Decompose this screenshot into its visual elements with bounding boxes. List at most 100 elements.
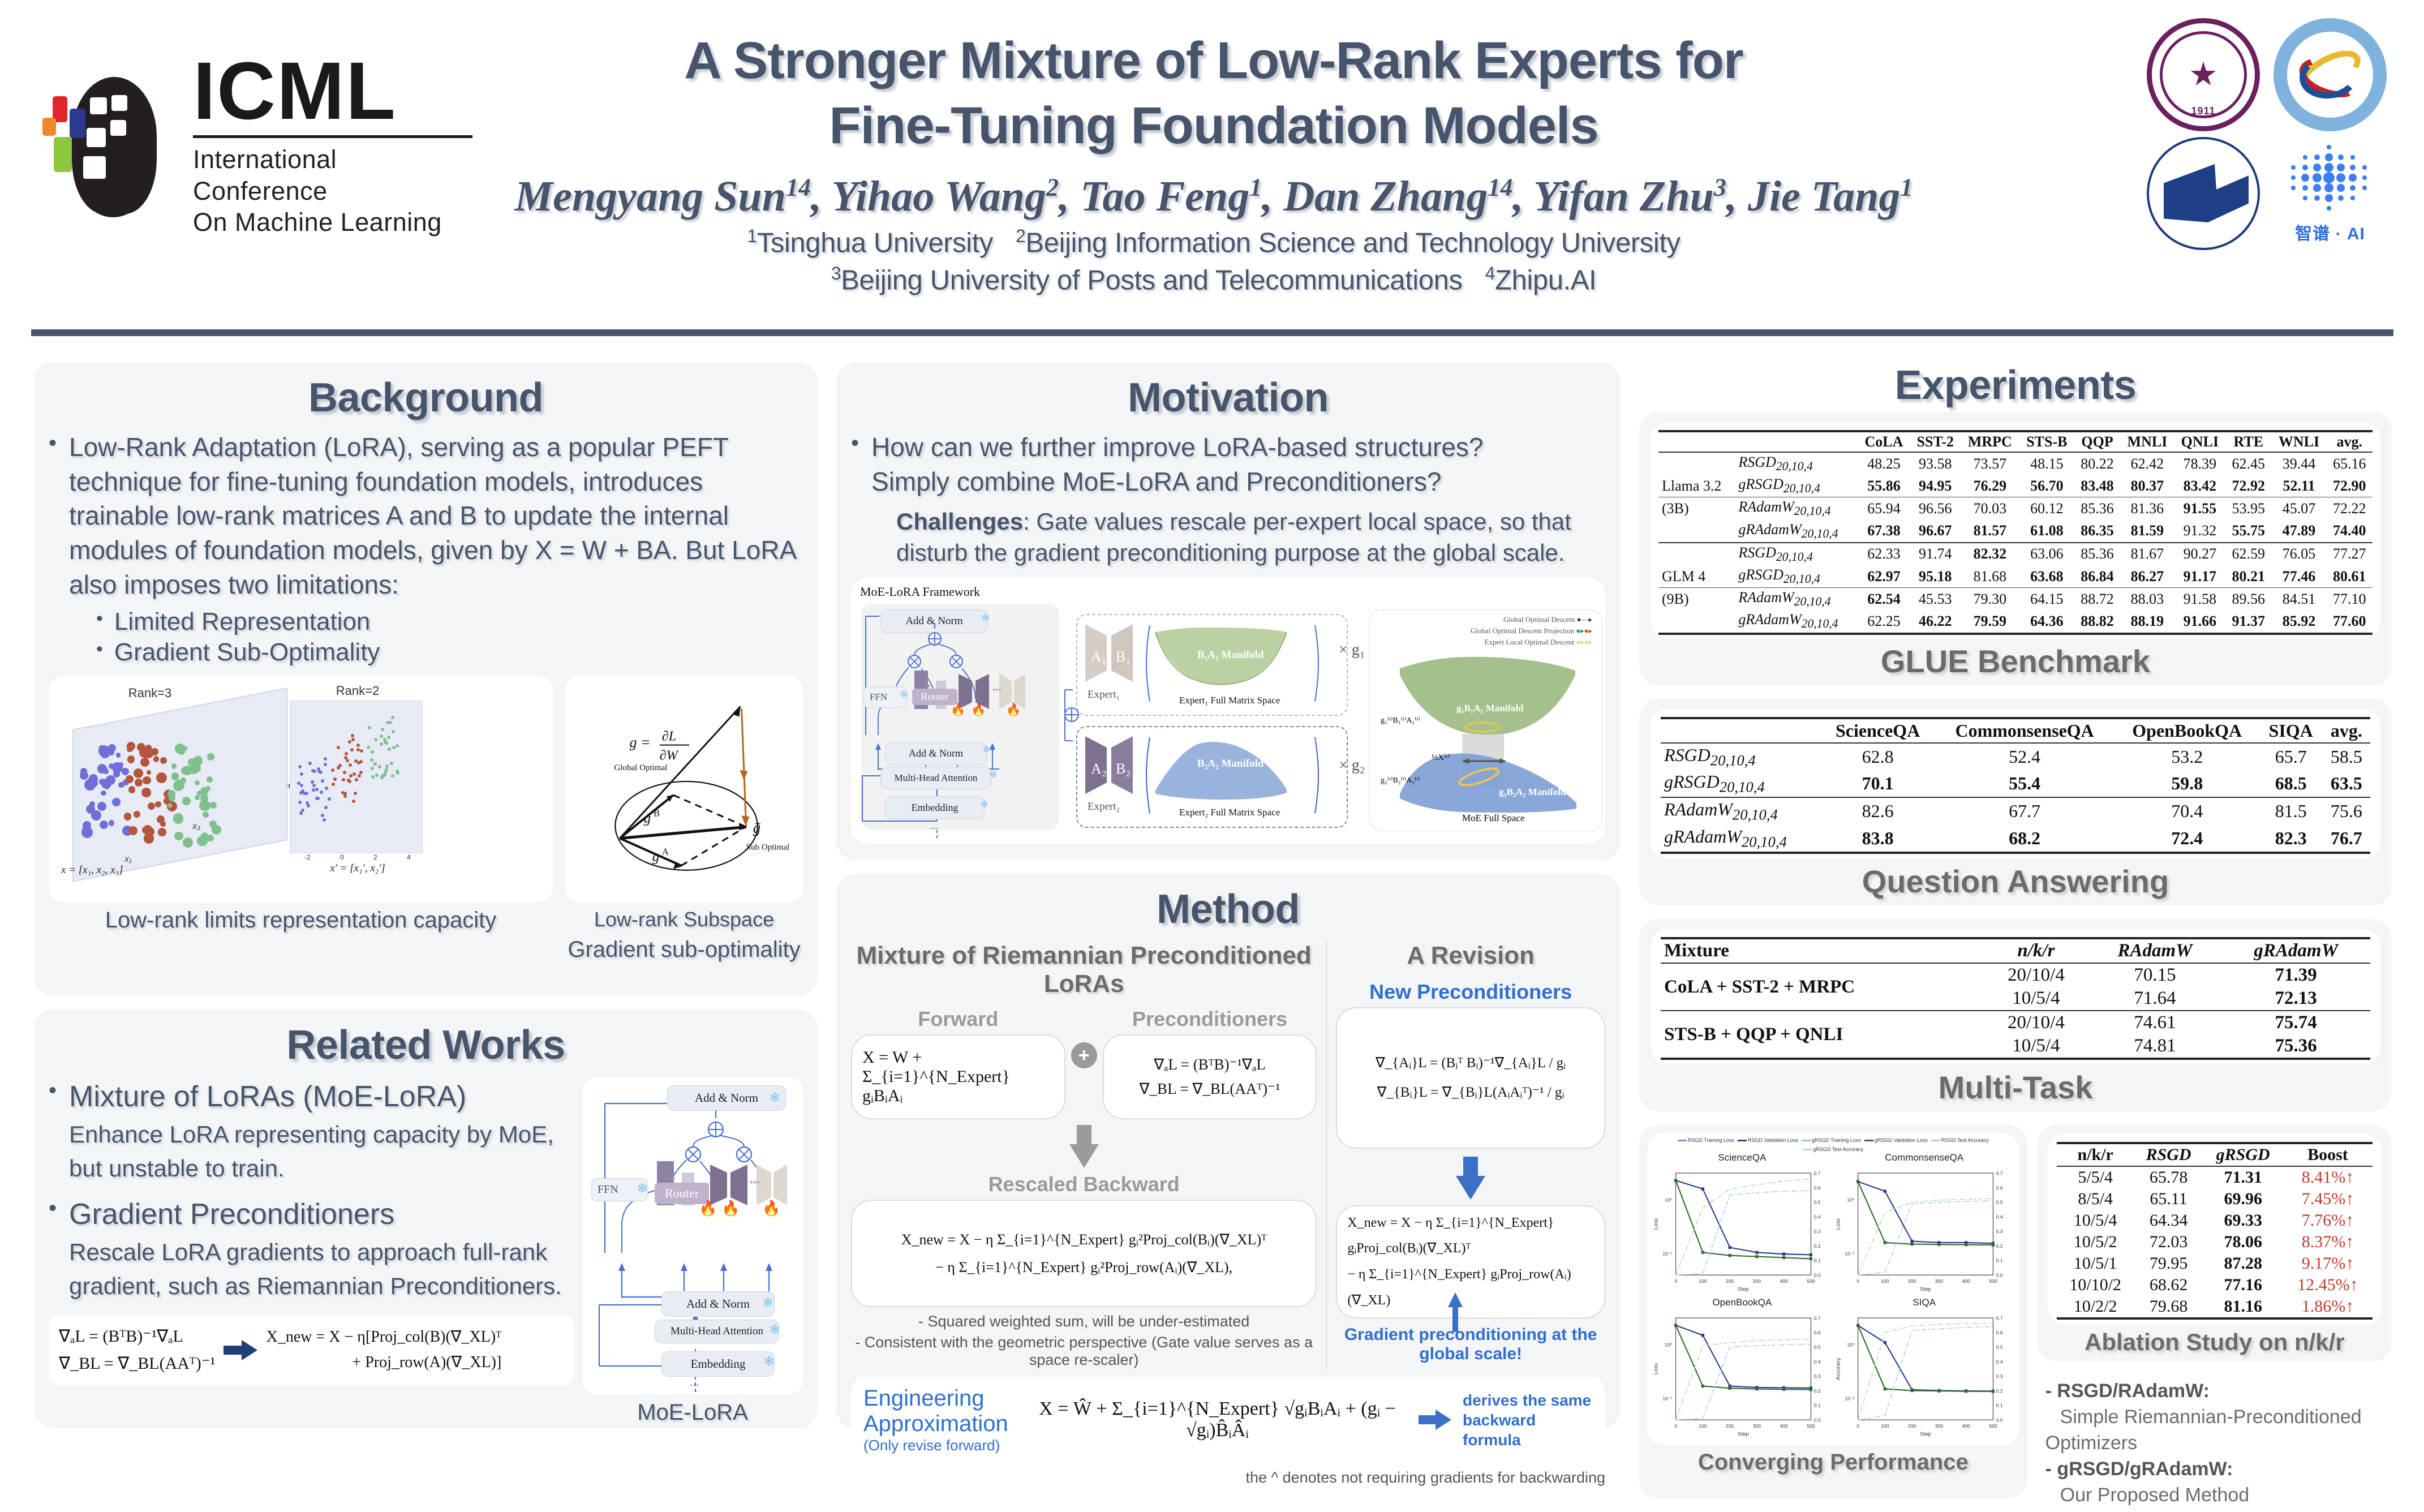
- glue-cell: 91.66: [2183, 612, 2217, 629]
- motivation-bullet: • How can we further improve LoRA-based …: [851, 430, 1605, 499]
- glue-cell: 89.56: [2232, 590, 2266, 607]
- gradient-suboptimality-svg: g = ∂L ∂W Global Optimal g B g A g̃ Sub: [614, 705, 789, 871]
- snowflake-icon: ❄: [637, 1181, 648, 1196]
- panel-title: OpenBookQA: [1712, 1297, 1772, 1308]
- table-row: 10/5/4 74.81 75.36: [1661, 1034, 2370, 1059]
- qa-cell: 81.5: [2275, 801, 2307, 822]
- author-name: Jie Tang1: [1747, 173, 1913, 220]
- glue-cell: 85.36: [2081, 500, 2114, 517]
- eng-approx-sub: (Only revise forward): [863, 1436, 1000, 1454]
- glue-cell: 82.32: [1973, 545, 2007, 562]
- mt-radamw: 71.64: [2134, 988, 2176, 1009]
- affiliation-line-2: 3Beijing University of Posts and Telecom…: [831, 263, 1597, 296]
- motivation-card: Motivation • How can we further improve …: [836, 362, 1620, 860]
- glue-cell: 56.70: [2030, 477, 2064, 494]
- svg-text:500: 500: [1989, 1278, 1997, 1284]
- ab-rsgd: 68.62: [2149, 1275, 2188, 1295]
- motivation-challenges: Challenges: Gate values rescale per-expe…: [896, 506, 1605, 568]
- glue-cell: 95.18: [1919, 568, 1952, 585]
- svg-text:g₁B₁A₁ Manifold: g₁B₁A₁ Manifold: [1456, 703, 1524, 714]
- author-name: Dan Zhang14: [1283, 173, 1513, 220]
- eng-approx-l2: Approximation: [863, 1411, 1008, 1436]
- mt-col-header: gRAdamW: [2254, 940, 2338, 961]
- svg-text:0.6: 0.6: [1996, 1185, 2003, 1191]
- header-divider: [31, 329, 2393, 336]
- ab-col-header: n/k/r: [2077, 1145, 2113, 1165]
- glue-method-label: RAdamW20,10,4: [1738, 589, 1831, 609]
- gradient-suboptimality-caption: Gradient sub-optimality: [568, 937, 801, 962]
- revised-2: − η Σ_{i=1}^{N_Expert} gᵢProj_row(Aᵢ)(∇_…: [1347, 1267, 1571, 1308]
- snowflake-icon: ❄: [900, 688, 909, 700]
- column-right: Experiments CoLA SST-2 MRPC STS-B QQP MNLI QNL…: [1639, 362, 2392, 1512]
- zhipu-label: 智谱 · AI: [2295, 225, 2365, 243]
- related-item-2-title: Gradient Preconditioners: [69, 1198, 395, 1231]
- table-row: gRAdamW20,10,4 62.25 46.22 79.59 64.36 88.82 8…: [1658, 610, 2373, 633]
- svg-text:10⁻¹: 10⁻¹: [1662, 1396, 1672, 1402]
- ab-rsgd: 72.03: [2149, 1232, 2188, 1252]
- method-right-title: A Revision: [1407, 942, 1535, 969]
- legend-note-title: - RSGD/RAdamW:: [2045, 1380, 2210, 1402]
- svg-text:0.1: 0.1: [1814, 1258, 1821, 1264]
- svg-text:0: 0: [1856, 1278, 1859, 1284]
- svg-text:100: 100: [1699, 1423, 1707, 1429]
- related-item-1: • Mixture of LoRAs (MoE-LoRA) Enhance Lo…: [49, 1077, 574, 1185]
- svg-text:0.4: 0.4: [1996, 1359, 2003, 1365]
- qa-col-header: CommonsenseQA: [1955, 720, 2094, 741]
- icml-wordmark: ICML: [193, 45, 397, 136]
- table-row: RSGD20,10,4 48.25 93.58 73.57 48.15 80.22 62.4…: [1658, 452, 2373, 475]
- glue-cell: 88.72: [2081, 590, 2114, 607]
- mt-nkr: 10/5/4: [2012, 988, 2060, 1009]
- glue-cell: 60.12: [2030, 500, 2064, 517]
- panel-title: CommonsenseQA: [1885, 1152, 1964, 1163]
- right-arrow-icon: [223, 1340, 257, 1361]
- bullet-dot: •: [96, 638, 103, 660]
- poster-title-line1: A Stronger Mixture of Low-Rank Experts f…: [684, 32, 1743, 89]
- svg-text:g =: g =: [629, 734, 650, 750]
- preconditioners-box: ∇ₐL = (BᵀB)⁻¹∇ₐL ∇_BL = ∇_BL(AAᵀ)⁻¹: [1102, 1034, 1317, 1119]
- multitask-caption: Multi-Task: [1938, 1069, 2093, 1106]
- glue-cell: 77.46: [2282, 568, 2316, 585]
- glue-method-label: RSGD20,10,4: [1738, 544, 1813, 564]
- glue-cell: 64.15: [2030, 590, 2064, 607]
- up-arrow-icon: [1448, 1292, 1463, 1332]
- svg-text:400: 400: [1780, 1278, 1788, 1284]
- related-item-1-title: Mixture of LoRAs (MoE-LoRA): [69, 1080, 467, 1113]
- manifold1-surface: B₁A₁ Manifold Expert₁ Full Matrix Space: [1146, 625, 1319, 706]
- flame-icon: 🔥: [699, 1200, 717, 1217]
- table-row: 10/10/2 68.62 77.16 12.45%↑: [2057, 1274, 2373, 1296]
- icml-head-icon: [42, 74, 178, 217]
- svg-text:B₂A₂ Manifold: B₂A₂ Manifold: [1197, 758, 1264, 770]
- background-subbullet-1: • Limited Representation: [96, 608, 803, 636]
- mt-gradamw: 72.13: [2275, 988, 2317, 1009]
- table-row: gRAdamW20,10,4 83.8 68.2 72.4 82.3 76.7: [1661, 825, 2370, 853]
- svg-text:0.5: 0.5: [1996, 1345, 2003, 1350]
- qa-cell: 55.4: [2009, 773, 2041, 794]
- derives-l1: derives the same: [1463, 1391, 1592, 1409]
- ab-boost: 1.86%↑: [2301, 1297, 2354, 1316]
- qa-caption: Question Answering: [1862, 864, 2169, 900]
- glue-cell: 83.42: [2183, 477, 2217, 494]
- glue-cell: 45.07: [2282, 500, 2316, 517]
- zhipu-ai-logo: 智谱 · AI: [2273, 137, 2387, 250]
- bistu-seal-icon: [2273, 18, 2387, 131]
- x-expression: x = [x₁, x₂, x₃]: [61, 864, 123, 876]
- derives-arrow-icon: [1419, 1410, 1451, 1431]
- glue-cell: 77.27: [2333, 545, 2366, 562]
- svg-text:Loss: Loss: [1653, 1218, 1660, 1230]
- block-ellipsis: ...: [690, 1376, 699, 1389]
- svg-text:0.6: 0.6: [1814, 1330, 1821, 1335]
- ab-boost: 7.45%↑: [2301, 1189, 2354, 1209]
- legend-entry: RSGD Validation Loss: [1738, 1137, 1798, 1143]
- xprime-expression: x′ = [x₁′, x₂′]: [330, 862, 385, 874]
- svg-text:Expert₂ Full Matrix Space: Expert₂ Full Matrix Space: [1179, 807, 1280, 818]
- glue-col-header: RTE: [2233, 433, 2264, 450]
- engineering-approximation-box: Engineering Approximation (Only revise f…: [851, 1377, 1605, 1463]
- glue-cell: 65.16: [2333, 455, 2366, 472]
- glue-col-header: avg.: [2336, 433, 2363, 450]
- svg-text:0.0: 0.0: [1814, 1418, 1821, 1423]
- method-card: Method Mixture of Riemannian Preconditio…: [836, 874, 1620, 1486]
- icml-subtitle-1: International Conference: [193, 144, 337, 205]
- column-middle: Motivation • How can we further improve …: [836, 362, 1620, 1486]
- glue-cell: 88.82: [2081, 612, 2114, 629]
- table-row: gRSGD20,10,4 70.1 55.4 59.8 68.5 63.5: [1661, 770, 2370, 797]
